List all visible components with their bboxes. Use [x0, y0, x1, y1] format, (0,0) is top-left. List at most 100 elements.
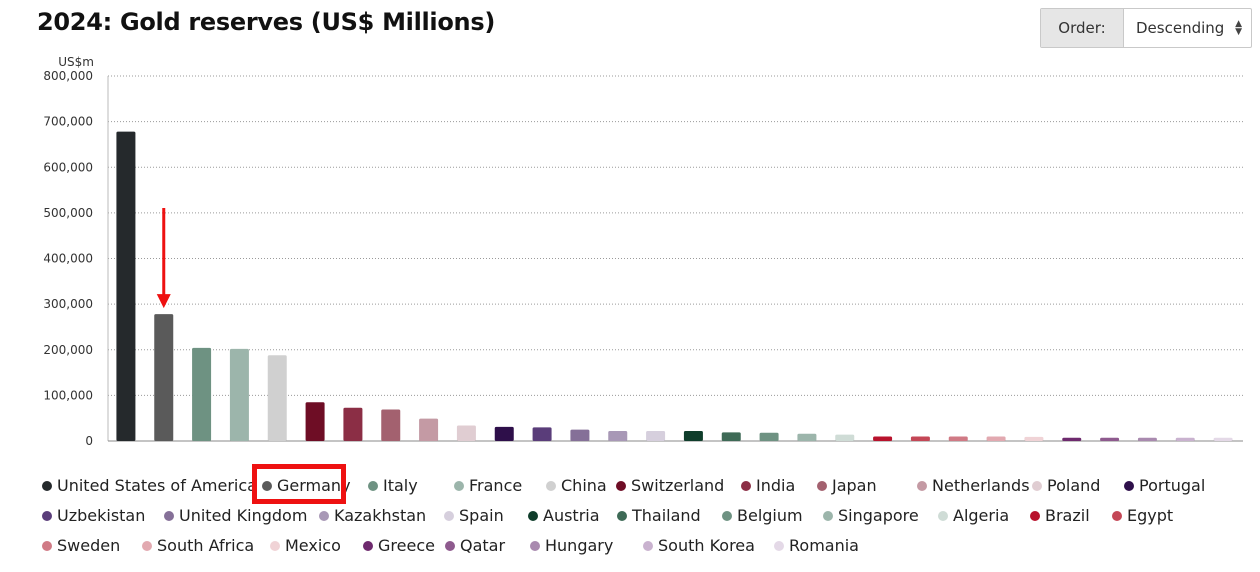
legend-item-france[interactable]: France [454, 476, 522, 495]
legend-swatch [616, 480, 626, 491]
bar-sweden [948, 436, 968, 441]
legend-swatch [741, 480, 751, 491]
legend-label: India [756, 476, 796, 495]
legend-swatch [363, 540, 373, 551]
legend-label: Belgium [737, 506, 803, 525]
legend-item-mexico[interactable]: Mexico [270, 536, 341, 555]
legend-label: Sweden [57, 536, 121, 555]
legend-item-qatar[interactable]: Qatar [445, 536, 505, 555]
y-axis-unit-label: US$m [58, 55, 94, 69]
legend-swatch [164, 510, 174, 521]
legend-item-romania[interactable]: Romania [774, 536, 859, 555]
legend-swatch [722, 510, 732, 521]
legend-swatch [368, 480, 378, 491]
legend-item-india[interactable]: India [741, 476, 795, 495]
legend-swatch [262, 480, 272, 491]
legend-item-netherlands[interactable]: Netherlands [917, 476, 1030, 495]
bar-germany [154, 314, 174, 441]
legend-item-algeria[interactable]: Algeria [938, 506, 1009, 525]
legend-label: Portugal [1139, 476, 1206, 495]
bar-singapore [797, 433, 817, 441]
legend-swatch [774, 540, 784, 551]
bar-switzerland [305, 402, 325, 441]
order-select[interactable]: Descending ▲ ▼ [1124, 9, 1251, 47]
bar-belgium [759, 432, 779, 441]
legend-label: Austria [543, 506, 600, 525]
bar-portugal [494, 426, 514, 441]
legend-item-switzerland[interactable]: Switzerland [616, 476, 724, 495]
legend-swatch [42, 510, 52, 521]
legend-label: Egypt [1127, 506, 1174, 525]
bar-chart: US$m 0 100,000 200,000 300,000 400,000 500,000… [43, 55, 1243, 448]
legend-label: Japan [832, 476, 877, 495]
legend-label: Switzerland [631, 476, 725, 495]
legend-swatch [42, 480, 52, 491]
sort-caret-icon: ▲ ▼ [1235, 19, 1242, 37]
legend-item-greece[interactable]: Greece [363, 536, 435, 555]
bar-greece [1062, 437, 1082, 441]
legend-item-united-kingdom[interactable]: United Kingdom [164, 506, 307, 525]
legend-swatch [270, 540, 280, 551]
legend-item-spain[interactable]: Spain [444, 506, 504, 525]
legend-item-kazakhstan[interactable]: Kazakhstan [319, 506, 426, 525]
legend-swatch [530, 540, 540, 551]
bar-italy [192, 347, 212, 441]
order-control[interactable]: Order: Descending ▲ ▼ [1040, 8, 1252, 48]
legend-label: United States of America [57, 476, 257, 495]
bar-uzbekistan [532, 427, 552, 441]
y-tick-label: 0 [85, 434, 93, 448]
legend-swatch [319, 510, 329, 521]
legend-highlight-box [252, 464, 346, 504]
legend-label: Italy [383, 476, 418, 495]
legend-swatch [142, 540, 152, 551]
legend-item-singapore[interactable]: Singapore [823, 506, 919, 525]
legend-label: Germany [277, 476, 351, 495]
legend-item-germany[interactable]: Germany [262, 476, 351, 495]
legend-item-italy[interactable]: Italy [368, 476, 418, 495]
legend-item-south-korea[interactable]: South Korea [643, 536, 755, 555]
legend-item-japan[interactable]: Japan [817, 476, 877, 495]
bar-mexico [1024, 436, 1044, 441]
legend-swatch [454, 480, 464, 491]
y-tick-label: 300,000 [43, 297, 93, 311]
legend-swatch [1124, 480, 1134, 491]
bar-france [229, 348, 249, 441]
bar-poland [456, 425, 476, 441]
bar-algeria [835, 434, 855, 441]
legend-item-united-states-of-america[interactable]: United States of America [42, 476, 257, 495]
legend-label: Singapore [838, 506, 919, 525]
bar-china [267, 355, 287, 441]
order-label: Order: [1041, 9, 1124, 47]
legend-item-egypt[interactable]: Egypt [1112, 506, 1173, 525]
legend-item-brazil[interactable]: Brazil [1030, 506, 1090, 525]
legend-item-austria[interactable]: Austria [528, 506, 600, 525]
legend-item-uzbekistan[interactable]: Uzbekistan [42, 506, 145, 525]
legend-item-sweden[interactable]: Sweden [42, 536, 120, 555]
legend-item-belgium[interactable]: Belgium [722, 506, 803, 525]
bar-qatar [1100, 437, 1120, 441]
legend-label: Poland [1047, 476, 1101, 495]
legend-item-china[interactable]: China [546, 476, 607, 495]
annotation-arrow-head [156, 294, 171, 309]
legend-label: Algeria [953, 506, 1010, 525]
legend-item-thailand[interactable]: Thailand [617, 506, 701, 525]
legend-item-south-africa[interactable]: South Africa [142, 536, 254, 555]
bar-japan [381, 409, 401, 441]
legend-swatch [938, 510, 948, 521]
bar-romania [1213, 437, 1233, 441]
legend-label: Kazakhstan [334, 506, 427, 525]
legend-item-portugal[interactable]: Portugal [1124, 476, 1205, 495]
chart-title: 2024: Gold reserves (US$ Millions) [37, 8, 495, 36]
legend-item-hungary[interactable]: Hungary [530, 536, 613, 555]
bar-brazil [873, 436, 893, 441]
legend-item-poland[interactable]: Poland [1032, 476, 1100, 495]
legend-label: Thailand [632, 506, 701, 525]
legend-swatch [817, 480, 827, 491]
bar-thailand [721, 432, 741, 441]
legend-label: Hungary [545, 536, 614, 555]
legend-label: Romania [789, 536, 859, 555]
legend-label: Qatar [460, 536, 506, 555]
bar-south-korea [1175, 437, 1195, 441]
legend-label: United Kingdom [179, 506, 308, 525]
legend-label: Spain [459, 506, 504, 525]
